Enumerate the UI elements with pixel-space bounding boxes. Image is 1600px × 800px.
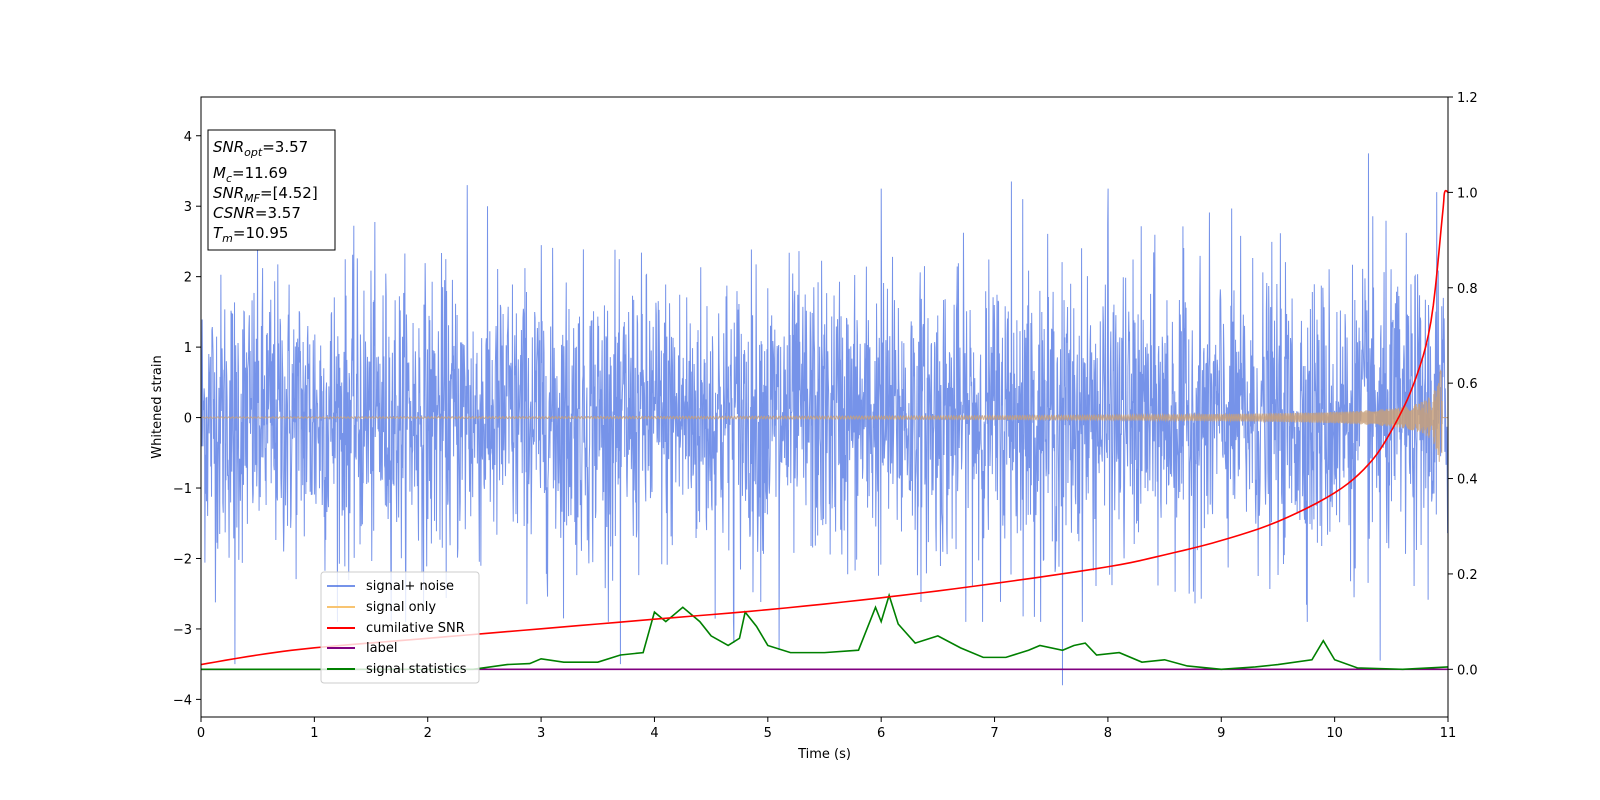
- legend-label-cumulative-snr: cumilative SNR: [366, 621, 465, 636]
- plot-frame: [200, 96, 1449, 718]
- x-tick-label: 9: [1217, 726, 1225, 741]
- legend-label-signal-plus-noise: signal+ noise: [366, 579, 454, 594]
- x-tick-label: 10: [1326, 726, 1343, 741]
- y-axis-label: Whitened strain: [150, 355, 165, 458]
- y-left-tick-label: 4: [184, 130, 192, 145]
- legend-label-label: label: [366, 641, 397, 656]
- y-left-tick-label: −3: [173, 623, 192, 638]
- legend: signal+ noise signal only cumilative SNR…: [320, 571, 480, 684]
- series-signal-plus-noise: [201, 153, 1448, 686]
- legend-label-signal-statistics: signal statistics: [366, 662, 467, 677]
- y-right-tick-label: 0.6: [1457, 377, 1478, 392]
- y-left-tick-label: −4: [173, 693, 192, 708]
- annotation-mc: Mc=11.69: [213, 164, 288, 185]
- y-right-tick-label: 0.8: [1457, 282, 1478, 297]
- y-left-tick-label: 3: [184, 200, 192, 215]
- annotation-box-frame: [207, 129, 336, 251]
- x-tick-label: 1: [310, 726, 318, 741]
- legend-label-signal-only: signal only: [366, 600, 436, 615]
- series-signal-only: [201, 369, 1448, 462]
- x-tick-label: 2: [424, 726, 432, 741]
- series-signal-statistics: [201, 592, 1448, 671]
- x-tick-label: 11: [1440, 726, 1457, 741]
- annotation-csnr: CSNR=3.57: [213, 204, 301, 222]
- x-tick-label: 7: [990, 726, 998, 741]
- y-right-tick-label: 0.2: [1457, 568, 1478, 583]
- y-right-tick-label: 1.0: [1457, 186, 1478, 201]
- x-tick-label: 0: [197, 726, 205, 741]
- x-tick-label: 6: [877, 726, 885, 741]
- y-axis-right: 0.0 0.2 0.4 0.6 0.8 1.0 1.2: [1448, 91, 1478, 678]
- annotation-snr-opt: SNRopt=3.57: [213, 138, 308, 159]
- y-left-tick-label: −1: [173, 482, 192, 497]
- y-left-tick-label: 1: [184, 341, 192, 356]
- x-axis-label: Time (s): [797, 747, 851, 762]
- x-tick-label: 5: [764, 726, 772, 741]
- y-left-tick-label: 0: [184, 412, 192, 427]
- y-right-tick-label: 1.2: [1457, 91, 1478, 106]
- x-tick-label: 3: [537, 726, 545, 741]
- y-right-tick-label: 0.4: [1457, 473, 1478, 488]
- annotation-tm: Tm=10.95: [213, 224, 288, 245]
- annotation-snr-mf: SNRMF=[4.52]: [213, 184, 318, 205]
- legend-frame: [320, 571, 480, 684]
- annotation-box: SNRopt=3.57 Mc=11.69 SNRMF=[4.52] CSNR=3…: [207, 129, 336, 251]
- x-axis: 0 1 2 3 4 5 6 7 8 9 10 11: [197, 717, 1456, 741]
- x-tick-label: 4: [650, 726, 658, 741]
- y-left-tick-label: −2: [173, 552, 192, 567]
- x-tick-label: 8: [1104, 726, 1112, 741]
- y-right-tick-label: 0.0: [1457, 663, 1478, 678]
- y-left-tick-label: 2: [184, 271, 192, 286]
- y-axis-left: −4 −3 −2 −1 0 1 2 3 4: [173, 130, 201, 708]
